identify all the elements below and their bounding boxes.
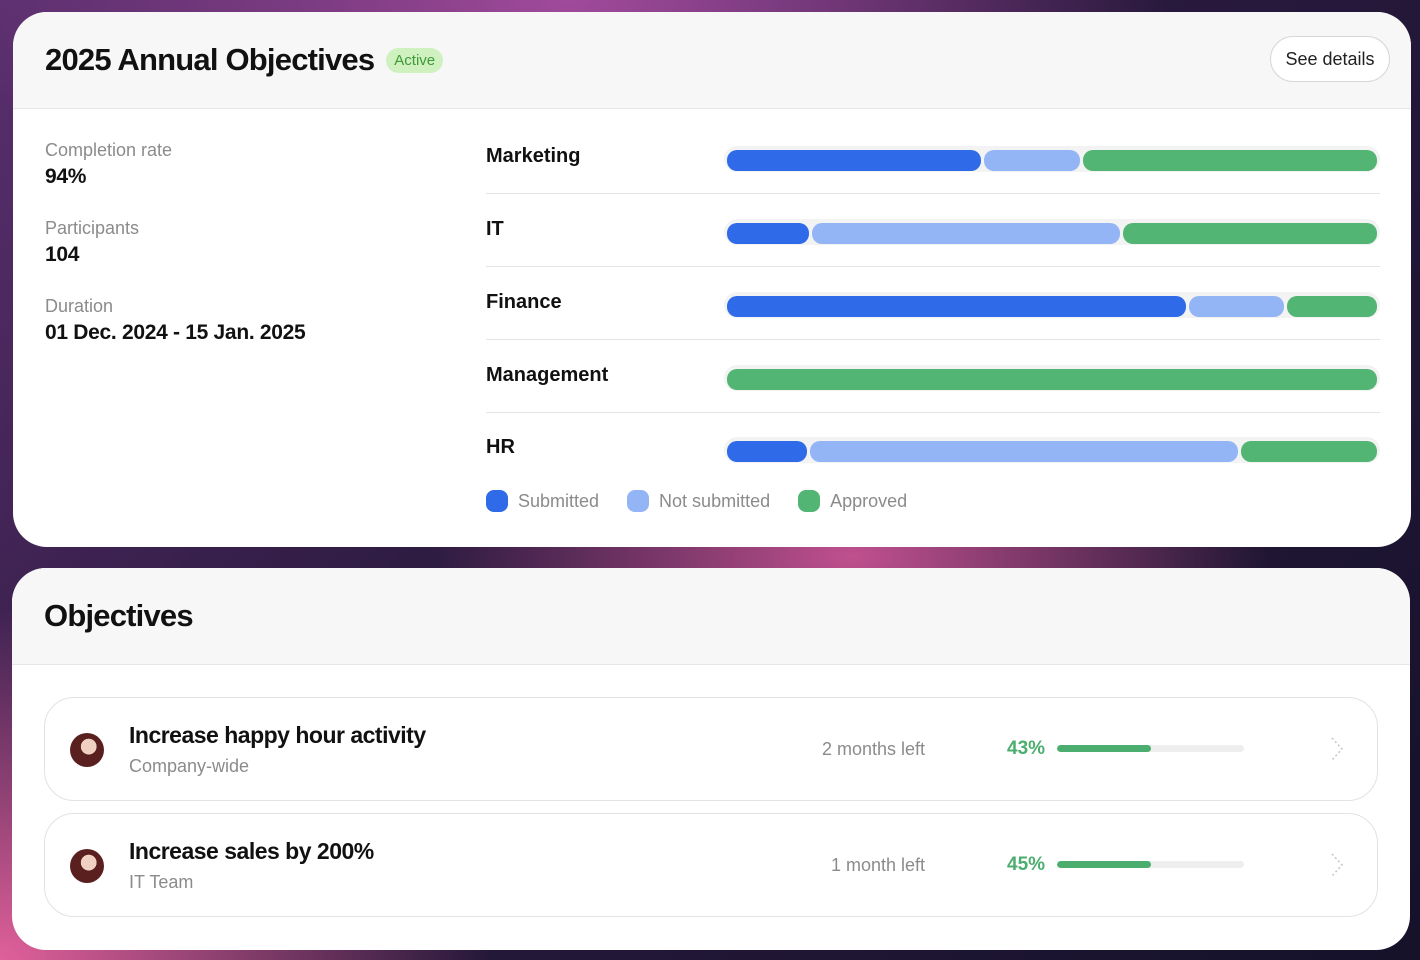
department-name: Finance	[486, 291, 562, 313]
progress-bar-fill	[1057, 861, 1151, 868]
bar-segment-approved	[1241, 441, 1377, 462]
department-row-it: IT	[486, 193, 1380, 267]
status-badge: Active	[386, 47, 444, 73]
page-title: 2025 Annual Objectives	[45, 42, 375, 77]
department-name: IT	[486, 218, 504, 240]
title-row: 2025 Annual Objectives Active	[45, 42, 444, 78]
avatar	[70, 849, 104, 883]
bar-segment-approved	[1123, 223, 1377, 244]
legend-swatch	[798, 490, 821, 512]
bar-segment-submitted	[727, 441, 807, 462]
chart-legend: Submitted Not submitted Approved	[486, 490, 935, 512]
progress-bar	[1057, 745, 1244, 752]
annual-objectives-card: 2025 Annual Objectives Active See detail…	[13, 12, 1411, 547]
objectives-title-row: Objectives	[44, 598, 194, 634]
department-row-marketing: Marketing	[486, 120, 1380, 194]
bar-segment-approved	[727, 369, 1377, 390]
chevron-right-icon[interactable]	[1329, 736, 1345, 762]
bar-segment-submitted	[727, 150, 982, 171]
objectives-card: Objectives Increase happy hour activity …	[12, 568, 1410, 950]
department-progress-bar	[724, 292, 1380, 318]
bar-segment-approved	[1082, 150, 1377, 171]
avatar	[70, 733, 104, 767]
progress-bar	[1057, 861, 1244, 868]
stat-label: Duration	[45, 296, 114, 316]
time-left: 1 month left	[830, 855, 925, 875]
stat-value: 104	[45, 243, 80, 266]
stat-value: 01 Dec. 2024 - 15 Jan. 2025	[45, 321, 306, 344]
bar-segment-submitted	[727, 296, 1186, 317]
stat-value: 94%	[45, 165, 87, 188]
department-name: Management	[486, 364, 609, 386]
chevron-right-icon[interactable]	[1329, 852, 1345, 878]
bar-segment-not-submitted	[1188, 296, 1284, 317]
legend-label: Not submitted	[659, 490, 771, 511]
progress-percent: 45%	[1007, 854, 1046, 875]
legend-label: Approved	[830, 490, 908, 511]
legend-swatch	[486, 490, 508, 512]
bar-segment-not-submitted	[812, 223, 1121, 244]
stat-completion-rate: Completion rate 94%	[45, 140, 172, 189]
department-progress-bar	[724, 365, 1380, 391]
bar-segment-not-submitted	[984, 150, 1080, 171]
legend-item-submitted: Submitted	[486, 490, 599, 512]
objective-title: Increase happy hour activity	[129, 722, 426, 748]
time-left: 2 months left	[821, 739, 925, 759]
legend-swatch	[627, 490, 650, 512]
stat-participants: Participants 104	[45, 218, 139, 267]
legend-item-approved: Approved	[798, 490, 907, 512]
objective-item[interactable]: Increase sales by 200% IT Team 1 month l…	[44, 813, 1378, 917]
stat-label: Completion rate	[45, 140, 173, 160]
bar-segment-not-submitted	[809, 441, 1239, 462]
department-row-finance: Finance	[486, 266, 1380, 340]
bar-segment-submitted	[727, 223, 810, 244]
objectives-header: Objectives	[12, 568, 1410, 665]
bar-segment-approved	[1286, 296, 1377, 317]
progress-percent: 43%	[1007, 738, 1046, 759]
department-row-hr: HR	[486, 411, 1380, 484]
progress-bar-fill	[1057, 745, 1151, 752]
section-title: Objectives	[44, 598, 194, 633]
objective-item[interactable]: Increase happy hour activity Company-wid…	[44, 697, 1378, 801]
department-row-management: Management	[486, 339, 1380, 413]
legend-item-not-submitted: Not submitted	[627, 490, 770, 512]
objective-title: Increase sales by 200%	[129, 838, 374, 864]
stat-label: Participants	[45, 218, 140, 238]
legend-label: Submitted	[518, 490, 600, 511]
objective-team: Company-wide	[129, 756, 250, 776]
department-progress-bar	[724, 219, 1380, 245]
annual-objectives-header: 2025 Annual Objectives Active See detail…	[13, 12, 1411, 109]
department-progress-bar	[724, 437, 1380, 463]
see-details-button[interactable]: See details	[1270, 36, 1390, 82]
stat-duration: Duration 01 Dec. 2024 - 15 Jan. 2025	[45, 296, 306, 345]
department-progress-bar	[724, 146, 1380, 172]
objective-team: IT Team	[129, 872, 194, 892]
department-name: Marketing	[486, 145, 581, 167]
department-name: HR	[486, 436, 515, 458]
